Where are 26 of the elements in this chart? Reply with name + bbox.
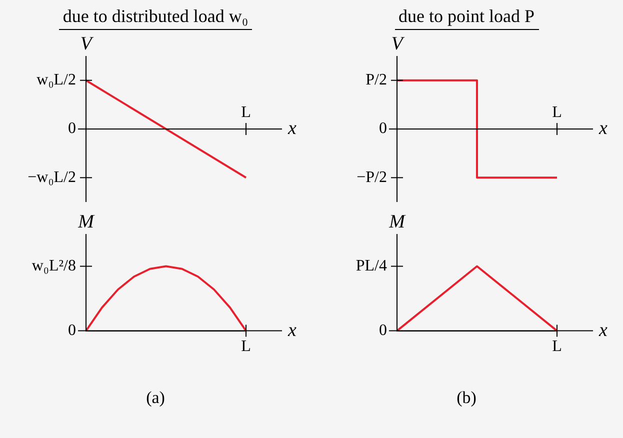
text: 0 xyxy=(378,120,386,138)
text: w₀L/2 xyxy=(36,72,76,89)
text: 0 xyxy=(68,120,76,138)
chart-title: due to distributed load w₀ xyxy=(58,0,252,30)
x-axis-title: x xyxy=(598,320,608,341)
y-axis-title: V xyxy=(390,34,405,54)
y-axis-title: M xyxy=(388,212,406,232)
text: w₀L²/8 xyxy=(31,257,76,274)
text: (a) xyxy=(146,388,165,408)
text: (b) xyxy=(456,388,476,408)
text: P/2 xyxy=(365,72,386,89)
text: L xyxy=(552,338,562,356)
text: L xyxy=(240,338,250,356)
x-axis-title: x xyxy=(286,320,296,341)
chart-title: due to point load P xyxy=(394,0,538,30)
text: −w₀L/2 xyxy=(27,168,76,186)
text: 0 xyxy=(68,322,76,340)
annotation: L xyxy=(552,104,562,122)
x-axis-title: x xyxy=(286,118,296,139)
text: 0 xyxy=(378,322,386,340)
y-axis-title: M xyxy=(76,212,95,232)
text: −P/2 xyxy=(356,168,386,186)
x-axis-title: x xyxy=(598,118,608,139)
annotation: L xyxy=(240,104,250,122)
y-axis-title: V xyxy=(80,34,94,54)
text: PL/4 xyxy=(355,257,386,274)
